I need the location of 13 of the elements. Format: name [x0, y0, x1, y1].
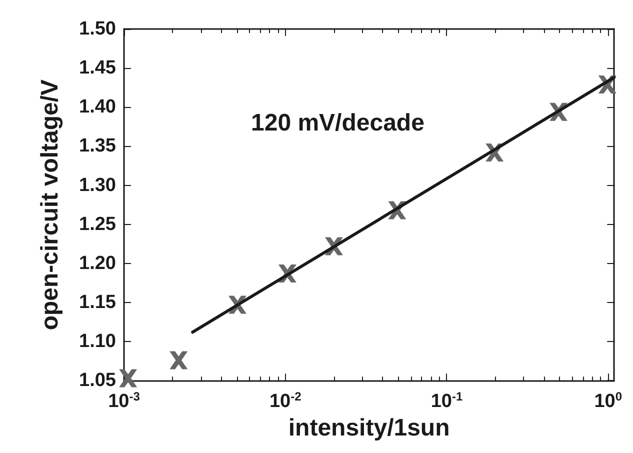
x-axis-title: intensity/1sun: [288, 414, 450, 442]
y-tick-label: 1.30: [79, 174, 116, 196]
y-tick-label: 1.50: [79, 18, 116, 40]
y-axis-title: open-circuit voltage/V: [36, 79, 64, 330]
y-tick-label: 1.05: [79, 370, 116, 392]
y-tick-label: 1.10: [79, 331, 116, 352]
y-tick-label: 1.20: [79, 252, 116, 274]
y-tick-label: 1.25: [79, 214, 116, 235]
y-tick-label: 1.40: [79, 96, 116, 118]
y-tick-label: 1.45: [79, 58, 116, 79]
y-tick-label: 1.35: [79, 136, 116, 157]
annotation: 120 mV/decade: [251, 110, 424, 136]
y-tick-label: 1.15: [79, 292, 116, 313]
